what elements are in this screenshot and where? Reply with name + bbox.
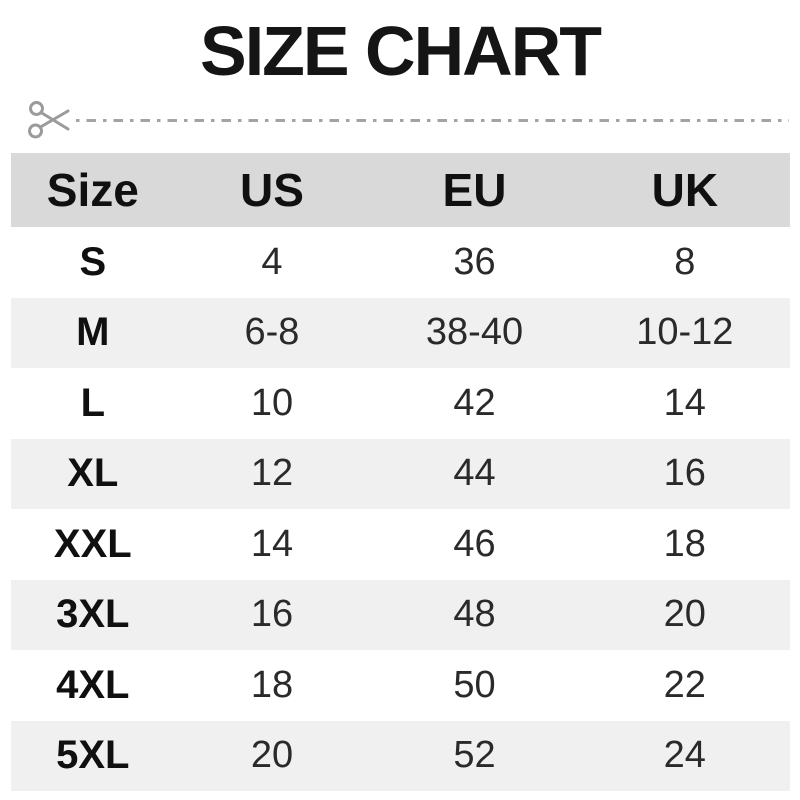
size-value-us: 12 bbox=[250, 452, 294, 495]
size-value-uk: 16 bbox=[663, 452, 706, 495]
size-value-eu: 36 bbox=[453, 240, 496, 283]
size-value-eu: 52 bbox=[453, 734, 496, 777]
size-value-eu: 42 bbox=[453, 381, 496, 424]
size-value-us: 16 bbox=[250, 593, 294, 636]
scissors-icon bbox=[28, 101, 70, 139]
size-value-uk: 10-12 bbox=[636, 311, 734, 354]
size-value-us: 14 bbox=[250, 522, 294, 565]
size-value-us: 20 bbox=[250, 734, 294, 777]
size-table: Size US EU UK S 4 36 8 M 6-8 38-40 10-12 L 10 42 14 XL 1… bbox=[11, 153, 790, 791]
size-value-eu: 46 bbox=[453, 522, 496, 565]
size-value-us: 18 bbox=[250, 663, 294, 706]
column-header-size: Size bbox=[46, 164, 139, 216]
cut-here-divider bbox=[28, 99, 790, 143]
size-value-eu: 38-40 bbox=[425, 311, 524, 354]
size-label: 3XL bbox=[56, 592, 130, 637]
size-value-eu: 50 bbox=[453, 663, 496, 706]
table-row-m: M 6-8 38-40 10-12 bbox=[11, 297, 790, 368]
size-label: L bbox=[80, 380, 105, 425]
size-label: XL bbox=[67, 451, 119, 496]
column-header-uk: UK bbox=[651, 164, 719, 216]
size-value-us: 6-8 bbox=[244, 311, 300, 354]
size-value-uk: 20 bbox=[663, 593, 706, 636]
table-row-xxl: XXL 14 46 18 bbox=[11, 509, 790, 580]
size-value-us: 10 bbox=[250, 381, 294, 424]
size-value-us: 4 bbox=[261, 240, 283, 283]
size-value-eu: 44 bbox=[453, 452, 496, 495]
table-row-5xl: 5XL 20 52 24 bbox=[11, 720, 790, 791]
size-value-uk: 8 bbox=[674, 240, 696, 283]
page-title: SIZE CHART bbox=[200, 12, 602, 90]
table-row-xl: XL 12 44 16 bbox=[11, 438, 790, 509]
table-row-s: S 4 36 8 bbox=[11, 227, 790, 298]
size-label: 4XL bbox=[56, 662, 130, 707]
size-value-uk: 22 bbox=[663, 663, 706, 706]
size-value-uk: 14 bbox=[663, 381, 706, 424]
size-value-eu: 48 bbox=[453, 593, 496, 636]
size-label: S bbox=[79, 239, 107, 284]
table-row-l: L 10 42 14 bbox=[11, 368, 790, 439]
table-row-3xl: 3XL 16 48 20 bbox=[11, 579, 790, 650]
table-header-row: Size US EU UK bbox=[11, 153, 790, 227]
table-row-4xl: 4XL 18 50 22 bbox=[11, 650, 790, 721]
size-label: M bbox=[76, 310, 110, 355]
column-header-us: US bbox=[240, 164, 304, 216]
column-header-eu: EU bbox=[442, 164, 507, 216]
size-value-uk: 18 bbox=[663, 522, 706, 565]
table-body: S 4 36 8 M 6-8 38-40 10-12 L 10 42 14 XL 12 44 16 XXL 14 4… bbox=[11, 227, 790, 791]
size-label: 5XL bbox=[56, 733, 130, 778]
size-label: XXL bbox=[53, 521, 132, 566]
size-value-uk: 24 bbox=[663, 734, 706, 777]
